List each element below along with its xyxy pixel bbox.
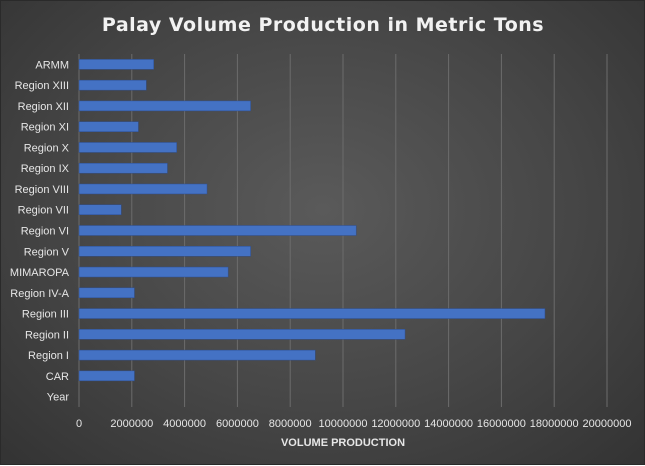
x-tick-label: 4000000 [163,418,206,430]
category-label: Region II [25,329,69,341]
x-tick-label: 14000000 [424,418,473,430]
bar [78,183,208,195]
category-labels: ARMM Region XIII Region XII Region XI Region… [10,59,70,403]
bars [78,59,546,382]
bar [78,349,316,361]
bar [78,142,177,153]
bar [78,329,406,340]
category-label: Region VIII [15,184,69,196]
category-label: Region V [24,246,70,258]
bar [78,370,135,382]
chart-title: Palay Volume Production in Metric Tons [102,14,544,36]
bar [78,246,251,257]
x-tick-labels: 0 2000000 4000000 6000000 8000000 10000000 120… [76,418,632,430]
category-label: Region I [28,350,69,362]
bar [78,59,154,70]
category-label: Region XI [21,122,69,134]
bar [78,266,229,278]
x-tick-label: 10000000 [319,418,368,430]
category-label: CAR [46,371,69,383]
category-label: Region VI [21,226,69,238]
x-tick-label: 6000000 [216,418,259,430]
x-tick-label: 16000000 [477,418,526,430]
category-label: ARMM [35,59,69,71]
category-label: Year [47,392,70,404]
x-tick-label: 20000000 [583,418,632,430]
category-label: Region XIII [15,80,69,92]
x-tick-label: 8000000 [269,418,312,430]
x-tick-label: 0 [76,418,82,430]
category-label: Region VII [18,205,69,217]
category-label: Region X [24,142,70,154]
bar [78,308,546,319]
bar [78,225,357,236]
category-label: Region XII [18,101,69,113]
bar [78,100,251,112]
x-tick-label: 12000000 [371,418,420,430]
bar [78,162,168,174]
category-label: Region IX [21,163,70,175]
bar [78,79,147,91]
category-label: MIMAROPA [10,267,70,279]
x-axis-title: VOLUME PRODUCTION [281,437,405,449]
bar [78,121,139,132]
bar [78,287,135,299]
category-label: Region IV-A [10,288,69,300]
x-tick-label: 18000000 [530,418,579,430]
category-label: Region III [22,309,69,321]
bar [78,204,122,215]
x-tick-label: 2000000 [110,418,153,430]
